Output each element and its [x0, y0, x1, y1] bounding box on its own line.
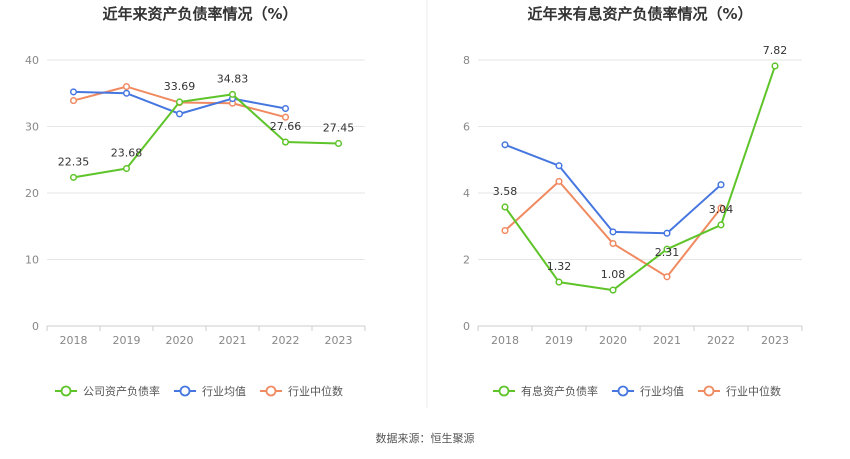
- data-label: 33.69: [164, 80, 196, 93]
- data-point: [501, 203, 509, 211]
- legend-label: 行业中位数: [288, 384, 343, 398]
- x-tick-label: 2022: [272, 334, 300, 347]
- data-point: [555, 278, 563, 286]
- source-footer: 数据来源：恒生聚源: [376, 431, 475, 445]
- x-tick-label: 2018: [60, 334, 88, 347]
- data-point: [175, 110, 184, 118]
- data-point: [717, 221, 725, 229]
- data-point: [555, 177, 563, 185]
- data-point: [717, 204, 725, 212]
- data-point: [228, 90, 237, 98]
- legend-label: 有息资产负债率: [521, 384, 598, 398]
- data-label: 1.32: [547, 260, 572, 273]
- x-tick-label: 2019: [113, 334, 141, 347]
- y-tick-label: 30: [25, 121, 39, 134]
- y-tick-label: 0: [32, 320, 39, 333]
- x-tick-label: 2021: [219, 334, 247, 347]
- series-line: [73, 93, 339, 179]
- data-point: [281, 104, 290, 113]
- x-tick-label: 2019: [545, 334, 573, 347]
- x-tick-label: 2023: [761, 334, 789, 347]
- data-point: [281, 113, 290, 121]
- data-point: [555, 162, 563, 170]
- data-point: [122, 164, 131, 173]
- legend-marker-circle: [617, 385, 629, 397]
- data-point: [175, 98, 184, 106]
- data-label: 3.04: [709, 203, 734, 216]
- legend-marker-circle: [179, 385, 191, 397]
- data-point: [663, 245, 671, 253]
- chart-interest-debt-ratio: 近年来有息资产负债率情况（%） 0 2 4 6 8 2018 2019 2020 2021 2022…: [463, 5, 803, 398]
- x-tick-label: 2020: [599, 334, 627, 347]
- data-label: 1.08: [601, 268, 626, 281]
- legend-marker-circle: [703, 385, 715, 397]
- data-point: [771, 62, 779, 70]
- y-tick-label: 10: [25, 254, 39, 267]
- data-point: [663, 229, 671, 237]
- data-point: [69, 97, 78, 105]
- series-line: [504, 143, 722, 235]
- data-point: [501, 227, 509, 235]
- y-tick-label: 4: [463, 187, 470, 200]
- chart-title: 近年来资产负债率情况（%）: [102, 5, 297, 23]
- x-tick-label: 2018: [491, 334, 519, 347]
- data-label: 34.83: [217, 72, 249, 85]
- y-tick-label: 8: [463, 54, 470, 67]
- x-tick-label: 2020: [166, 334, 194, 347]
- data-label: 3.58: [493, 185, 518, 198]
- data-label: 27.66: [270, 120, 302, 133]
- data-point: [609, 239, 617, 248]
- y-tick-label: 0: [463, 320, 470, 333]
- data-point: [717, 181, 725, 189]
- data-point: [663, 273, 671, 281]
- y-tick-label: 6: [463, 121, 470, 134]
- data-label: 7.82: [763, 44, 788, 57]
- data-point: [122, 89, 131, 97]
- x-tick-label: 2022: [707, 334, 735, 347]
- legend-marker-circle: [60, 385, 72, 397]
- data-label: 23.68: [111, 147, 143, 160]
- legend-marker-circle: [498, 385, 510, 397]
- data-point: [334, 139, 343, 148]
- data-label: 22.35: [58, 155, 90, 168]
- legend-label: 公司资产负债率: [83, 384, 160, 398]
- data-point: [281, 138, 290, 146]
- y-tick-label: 40: [25, 54, 39, 67]
- y-tick-label: 20: [25, 187, 39, 200]
- data-point: [609, 228, 617, 236]
- legend-label: 行业均值: [202, 385, 246, 398]
- data-label: 2.31: [655, 246, 680, 259]
- legend-label: 行业中位数: [726, 384, 781, 398]
- data-label: 27.45: [323, 121, 355, 134]
- data-point: [609, 286, 617, 294]
- chart-debt-ratio: 近年来资产负债率情况（%） 0 10 20 30 40 2018 2019 2020 2021 20…: [25, 5, 366, 398]
- data-point: [69, 88, 78, 96]
- data-point: [501, 141, 509, 149]
- x-tick-label: 2021: [653, 334, 681, 347]
- chart-title: 近年来有息资产负债率情况（%）: [527, 5, 752, 23]
- data-point: [122, 83, 131, 91]
- data-point: [69, 173, 78, 181]
- legend-label: 行业均值: [640, 385, 684, 398]
- x-tick-label: 2023: [325, 334, 353, 347]
- series-line: [504, 65, 776, 292]
- y-tick-label: 2: [463, 254, 470, 267]
- legend-marker-circle: [265, 385, 277, 397]
